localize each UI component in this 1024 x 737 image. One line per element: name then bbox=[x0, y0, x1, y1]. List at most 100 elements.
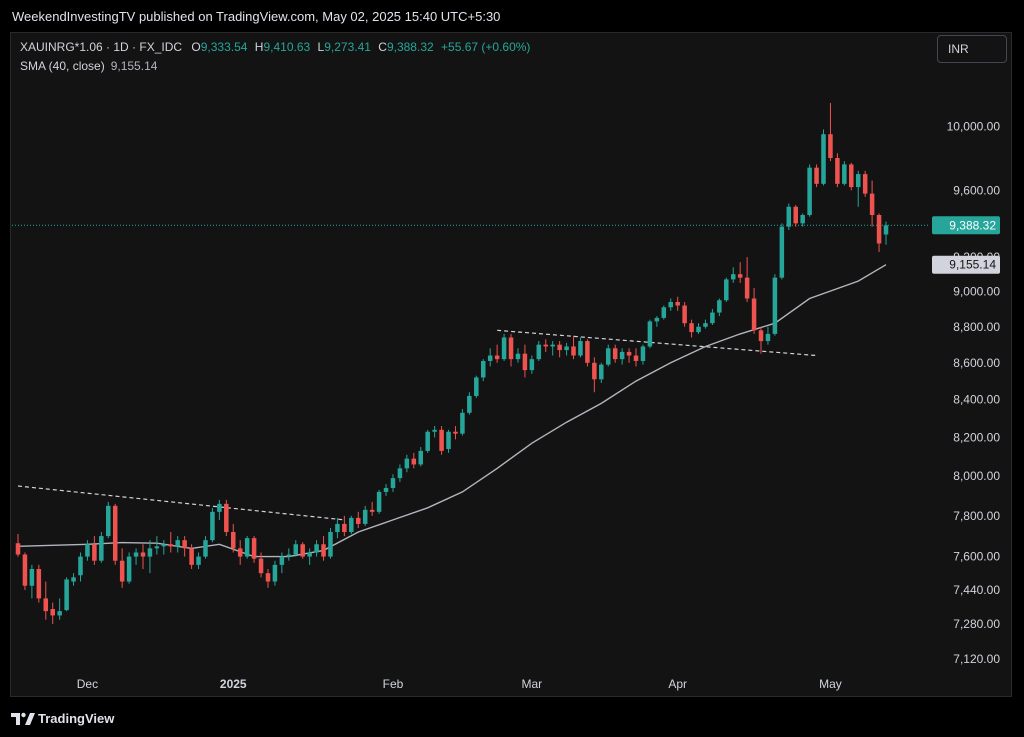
candle-body bbox=[328, 532, 333, 557]
x-tick-label: Apr bbox=[668, 677, 687, 691]
candle-body bbox=[85, 544, 90, 557]
candle-body bbox=[592, 362, 597, 380]
candle-body bbox=[515, 353, 521, 360]
candle-body bbox=[307, 552, 312, 557]
candle-body bbox=[355, 517, 361, 524]
candle-body bbox=[647, 321, 653, 347]
candle-body bbox=[800, 215, 805, 224]
candle-body bbox=[237, 548, 243, 557]
candle-body bbox=[779, 226, 785, 278]
candle-body bbox=[119, 560, 125, 582]
candle-body bbox=[376, 491, 382, 512]
symbol-legend: XAUINRG*1.06 · 1D · FX_IDC O9,333.54 H9,… bbox=[20, 40, 530, 54]
candle-body bbox=[161, 544, 167, 547]
last-price-badge bbox=[932, 216, 1000, 235]
candle-body bbox=[494, 355, 500, 360]
high-value: 9,410.63 bbox=[263, 40, 311, 54]
candle-body bbox=[78, 556, 83, 576]
candle-body bbox=[633, 355, 639, 361]
candle-body bbox=[654, 317, 660, 322]
candle-body bbox=[258, 558, 264, 574]
candle-body bbox=[876, 215, 882, 244]
x-tick-label: Dec bbox=[77, 677, 98, 691]
candle-body bbox=[682, 305, 687, 324]
candle-body bbox=[821, 134, 826, 184]
candle-body bbox=[460, 412, 465, 434]
high-label: H bbox=[254, 40, 264, 54]
change-value: +55.67 (+0.60%) bbox=[441, 40, 531, 54]
candle-body bbox=[661, 307, 667, 318]
candle-body bbox=[390, 478, 396, 488]
sma-price-badge bbox=[932, 255, 1000, 274]
candle-body bbox=[286, 554, 292, 557]
candle-body bbox=[175, 540, 180, 547]
candle-body bbox=[793, 206, 798, 224]
candle-body bbox=[279, 556, 285, 565]
candle-body bbox=[578, 341, 583, 356]
candle-body bbox=[557, 344, 562, 351]
candle-body bbox=[467, 395, 472, 413]
candle-body bbox=[828, 134, 833, 159]
candle-body bbox=[92, 544, 97, 561]
y-tick-label: 8,600.00 bbox=[953, 356, 1000, 370]
x-tick-label: May bbox=[819, 677, 842, 691]
candle-body bbox=[689, 323, 694, 333]
candle-body bbox=[50, 609, 55, 616]
candle-body bbox=[710, 312, 715, 324]
symbol-name[interactable]: XAUINRG*1.06 · 1D · FX_IDC bbox=[20, 40, 183, 54]
low-value: 9,273.41 bbox=[324, 40, 371, 54]
candle-body bbox=[668, 302, 673, 308]
candle-body bbox=[133, 552, 139, 557]
candle-body bbox=[154, 546, 160, 549]
candle-body bbox=[599, 364, 604, 380]
candle-body bbox=[293, 544, 299, 555]
candle-body bbox=[29, 569, 35, 586]
y-tick-label: 7,440.00 bbox=[953, 583, 1000, 597]
candle-body bbox=[196, 556, 201, 565]
low-label: L bbox=[317, 40, 325, 54]
candle-body bbox=[855, 174, 861, 188]
close-value: 9,388.32 bbox=[386, 40, 434, 54]
candle-body bbox=[508, 337, 514, 360]
candle-body bbox=[730, 274, 736, 280]
candle-body bbox=[182, 540, 187, 549]
candle-body bbox=[703, 323, 708, 327]
currency-button[interactable]: INR bbox=[937, 35, 1007, 63]
candle-body bbox=[765, 333, 771, 342]
candle-body bbox=[189, 548, 194, 565]
candle-body bbox=[300, 544, 305, 557]
x-tick-label: Feb bbox=[383, 677, 404, 691]
candle-body bbox=[501, 337, 507, 360]
candle-body bbox=[217, 503, 222, 512]
sma-legend[interactable]: SMA (40, close) 9,155.14 bbox=[20, 59, 157, 73]
candle-body bbox=[543, 344, 549, 347]
candle-body bbox=[64, 579, 69, 611]
candle-body bbox=[717, 300, 722, 313]
candle-body bbox=[210, 511, 215, 541]
y-tick-label: 9,000.00 bbox=[953, 285, 1000, 299]
candle-body bbox=[842, 164, 847, 184]
candle-body bbox=[432, 429, 437, 432]
candle-body bbox=[758, 330, 764, 342]
candle-body bbox=[675, 302, 680, 306]
candle-body bbox=[453, 431, 458, 434]
candle-body bbox=[619, 351, 625, 360]
candle-body bbox=[612, 348, 618, 360]
y-tick-label: 8,400.00 bbox=[953, 393, 1000, 407]
candle-body bbox=[550, 344, 555, 347]
candle-body bbox=[265, 573, 271, 582]
candle-body bbox=[231, 532, 236, 549]
candle-body bbox=[36, 569, 42, 599]
y-tick-label: 7,600.00 bbox=[953, 550, 1000, 564]
candle-body bbox=[397, 468, 403, 479]
y-tick-label: 8,800.00 bbox=[953, 320, 1000, 334]
open-label: O bbox=[191, 40, 201, 54]
candle-body bbox=[487, 355, 493, 361]
candle-body bbox=[835, 158, 840, 184]
candle-body bbox=[411, 458, 417, 465]
candle-body bbox=[321, 544, 326, 557]
top-bar: WeekendInvestingTV published on TradingV… bbox=[0, 0, 1024, 32]
candle-body bbox=[446, 431, 451, 449]
candle-body bbox=[126, 556, 132, 582]
